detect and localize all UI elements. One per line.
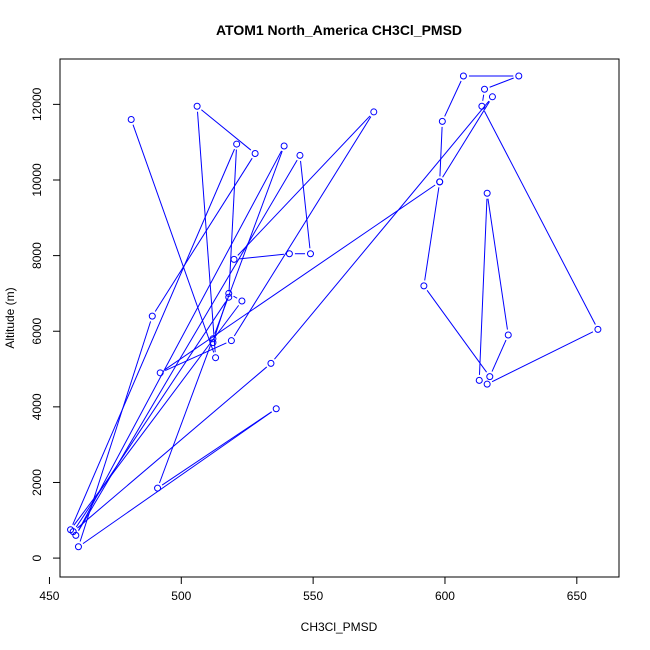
- data-point: [504, 331, 512, 339]
- series-segment: [491, 339, 507, 372]
- data-point: [436, 178, 444, 186]
- data-point: [227, 337, 235, 345]
- series-segment: [487, 198, 508, 330]
- y-tick-label: 8000: [30, 242, 44, 269]
- data-point: [483, 189, 491, 197]
- series-segment: [214, 298, 228, 338]
- series-segment: [72, 148, 235, 525]
- y-tick-label: 6000: [30, 318, 44, 345]
- series-segment: [75, 301, 227, 528]
- data-point: [154, 484, 162, 492]
- x-axis-label: CH3Cl_PMSD: [301, 620, 378, 634]
- data-point: [438, 117, 446, 125]
- series-segment: [483, 110, 596, 325]
- data-point: [459, 72, 467, 80]
- data-point: [251, 150, 259, 158]
- x-tick-label: 550: [303, 589, 323, 603]
- data-point: [67, 526, 75, 534]
- series-segment: [233, 116, 372, 337]
- data-point: [272, 405, 280, 413]
- data-point: [594, 325, 602, 333]
- series-segment: [82, 411, 272, 545]
- series-segment: [201, 109, 252, 151]
- data-point: [306, 250, 314, 258]
- data-point: [483, 380, 491, 388]
- data-point: [238, 297, 246, 305]
- data-point: [267, 359, 275, 367]
- data-point: [193, 102, 201, 110]
- series-segment: [444, 80, 462, 117]
- data-point: [280, 142, 288, 150]
- data-point: [148, 312, 156, 320]
- series-segment: [197, 111, 216, 353]
- series-segment: [274, 100, 490, 360]
- data-point: [74, 543, 82, 551]
- data-point: [515, 72, 523, 80]
- series-segment: [442, 101, 490, 178]
- x-tick-label: 600: [435, 589, 455, 603]
- series-segment: [132, 124, 215, 353]
- data-point: [212, 354, 220, 362]
- series-segment: [424, 187, 440, 281]
- series-segment: [478, 198, 488, 375]
- data-point: [475, 376, 483, 384]
- series-segment: [159, 343, 212, 484]
- data-point: [127, 115, 135, 123]
- series-segment: [439, 126, 443, 177]
- series-segment: [300, 160, 311, 249]
- plot-frame: [59, 58, 620, 578]
- data-point: [225, 289, 233, 297]
- data-point: [233, 140, 241, 148]
- series-segment: [482, 94, 485, 101]
- series-segment: [233, 295, 238, 299]
- series-segment: [228, 149, 237, 292]
- y-tick-label: 12000: [30, 87, 44, 121]
- y-tick-label: 0: [30, 554, 44, 561]
- series: [67, 72, 602, 551]
- series-segment: [491, 331, 594, 383]
- series-segment: [239, 253, 284, 260]
- data-point: [478, 102, 486, 110]
- series-segment: [73, 305, 240, 526]
- y-axis: 0 2000 4000 6000 8000 10000 12000: [30, 87, 60, 561]
- series-segment: [489, 77, 514, 88]
- x-axis: 450 500 550 600 650: [39, 577, 587, 603]
- data-point: [209, 339, 217, 347]
- data-point: [488, 93, 496, 101]
- data-point: [370, 108, 378, 116]
- x-tick-label: 650: [567, 589, 587, 603]
- data-point: [481, 85, 489, 93]
- series-segment: [154, 157, 253, 312]
- series-segment: [237, 115, 371, 256]
- series-segment: [77, 366, 268, 529]
- x-tick-label: 450: [39, 589, 59, 603]
- chart-title: ATOM1 North_America CH3Cl_PMSD: [216, 22, 462, 38]
- y-tick-label: 10000: [30, 163, 44, 197]
- data-point: [296, 151, 304, 159]
- data-point: [156, 369, 164, 377]
- data-point: [225, 293, 233, 301]
- y-axis-label: Altitude (m): [3, 287, 17, 348]
- series-segment: [77, 150, 282, 531]
- series-segment: [161, 411, 272, 486]
- data-point: [230, 255, 238, 263]
- y-tick-label: 4000: [30, 393, 44, 420]
- y-tick-label: 2000: [30, 469, 44, 496]
- series-segment: [165, 342, 227, 372]
- data-point: [285, 250, 293, 258]
- series-segment: [426, 290, 487, 373]
- data-point: [486, 373, 494, 381]
- data-point: [209, 335, 217, 343]
- x-tick-label: 500: [171, 589, 191, 603]
- data-point: [420, 282, 428, 290]
